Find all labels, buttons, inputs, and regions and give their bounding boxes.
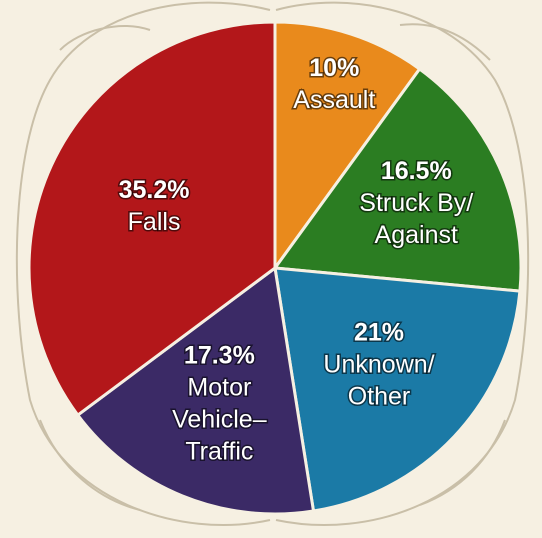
pie-slice — [27, 20, 277, 418]
brain-background — [15, 1, 530, 526]
pie-slice — [273, 20, 422, 273]
slice-label: Falls — [128, 208, 181, 236]
pie-slice — [273, 266, 522, 513]
slice-label: Against — [375, 221, 458, 249]
value-label: 17.3% — [184, 341, 255, 369]
value-label: 35.2% — [119, 176, 190, 204]
pie-slice — [272, 66, 523, 293]
slice-label: Struck By/ — [359, 189, 473, 217]
slice-label: Other — [348, 382, 411, 410]
slice-label: Unknown/ — [323, 350, 434, 378]
value-label: 16.5% — [381, 157, 452, 185]
slice-label: Motor — [187, 373, 251, 401]
slice-label: Traffic — [185, 437, 253, 465]
slice-label: Assault — [293, 86, 375, 114]
value-label: 21% — [354, 318, 404, 346]
slice-label: Vehicle– — [172, 405, 267, 433]
pie-slice — [75, 265, 316, 516]
value-label: 10% — [309, 54, 359, 82]
